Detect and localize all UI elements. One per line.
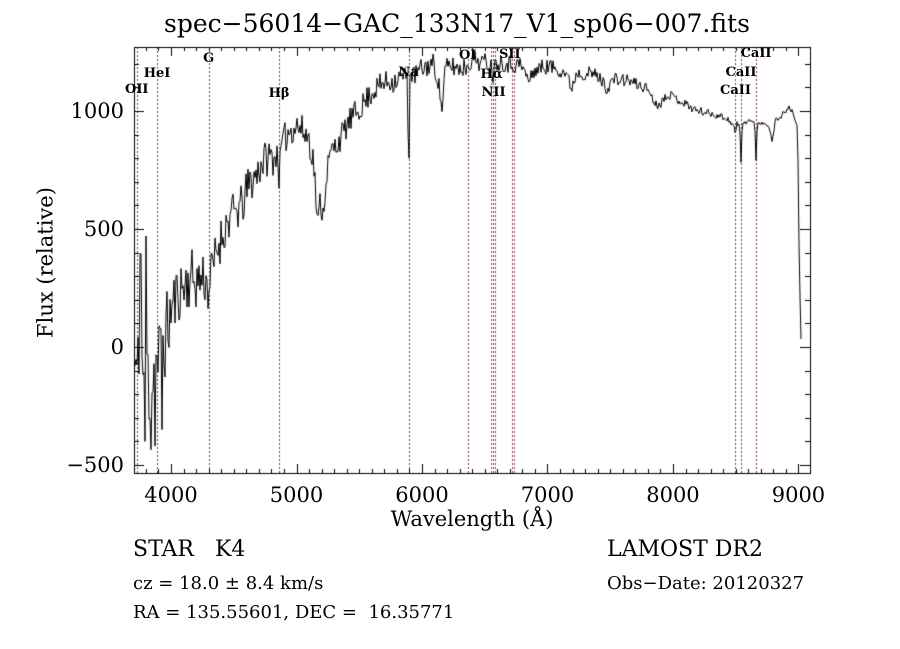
obs-date-text: Obs−Date: 20120327 [607, 573, 805, 594]
x-tick-label: 4000 [144, 483, 198, 507]
cz-velocity-text: cz = 18.0 ± 8.4 km/s [133, 573, 324, 594]
survey-release-text: LAMOST DR2 [607, 537, 763, 562]
spectral-line-label: OII [125, 82, 149, 97]
spectral-line-label: NII [481, 85, 506, 100]
ra-dec-text: RA = 135.55601, DEC = 16.35771 [133, 602, 455, 623]
y-tick-label: 1000 [70, 98, 124, 123]
spectral-line-label: CaII [725, 65, 757, 80]
spectral-line-label: Na [398, 65, 419, 80]
spectral-line-label: OI [458, 48, 477, 63]
object-class-text: STAR K4 [133, 537, 246, 562]
y-tick-label: 0 [110, 334, 124, 359]
x-tick-label: 8000 [646, 483, 700, 507]
spectral-line-label: SII [499, 47, 521, 62]
spectral-line-label: CaII [719, 83, 751, 98]
y-axis-label: Flux (relative) [33, 187, 58, 338]
spectral-line-label: CaII [740, 46, 772, 61]
x-tick-label: 5000 [269, 483, 324, 507]
x-tick-label: 7000 [520, 483, 575, 507]
y-tick-label: 500 [83, 216, 124, 241]
x-tick-label: 9000 [771, 483, 826, 507]
plot-title: spec−56014−GAC_133N17_V1_sp06−007.fits [164, 9, 750, 38]
y-tick-label: −500 [66, 452, 124, 477]
spectral-line-label: Hβ [268, 86, 290, 101]
spectral-line-label: Hα [480, 67, 503, 82]
spectral-line-label: G [203, 51, 215, 66]
x-axis-label: Wavelength (Å) [390, 507, 554, 531]
spectral-line-label: HeI [143, 66, 171, 81]
x-tick-label: 6000 [395, 483, 449, 507]
